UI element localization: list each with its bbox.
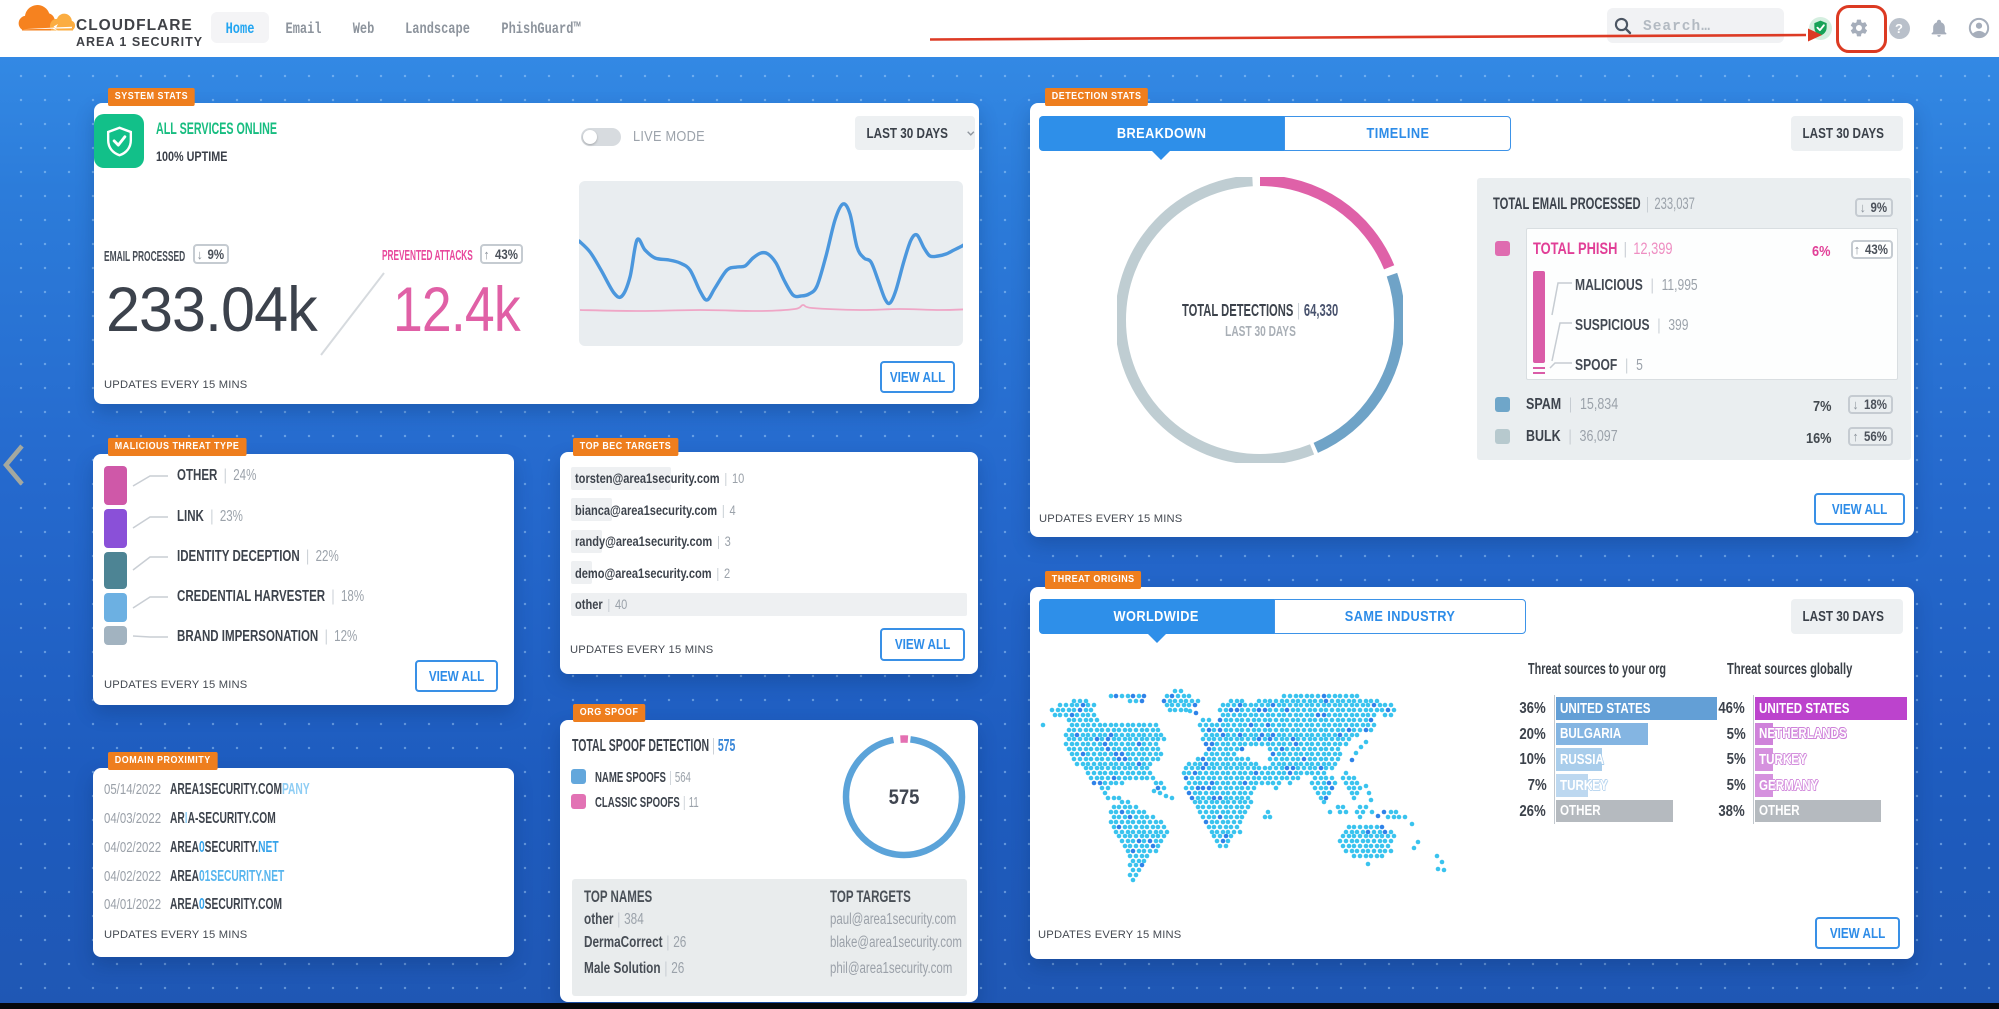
svg-text:575: 575 [889,786,920,809]
svg-text:AREA 1 SECURITY: AREA 1 SECURITY [76,35,203,49]
svg-text:CLOUDFLARE: CLOUDFLARE [76,17,193,34]
